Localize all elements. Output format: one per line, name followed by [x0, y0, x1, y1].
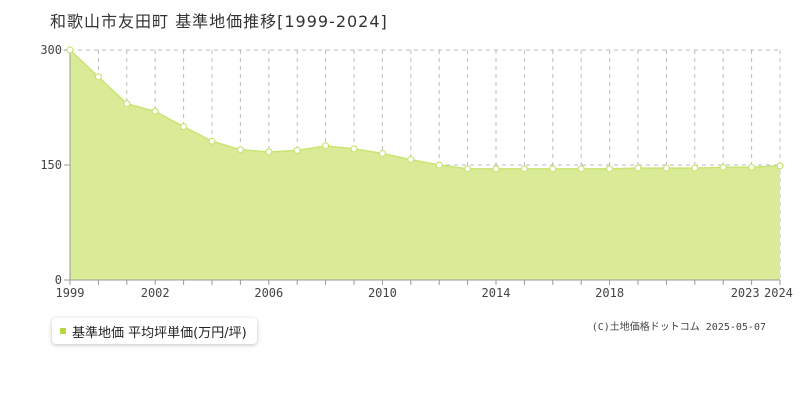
axes [64, 49, 781, 285]
data-point [634, 164, 642, 172]
chart-title: 和歌山市友田町 基準地価推移[1999-2024] [50, 12, 388, 31]
data-point [435, 161, 443, 169]
data-point [776, 162, 784, 170]
data-point [322, 142, 330, 150]
data-point [66, 46, 74, 54]
tick-labels: 0 150 300 1999 2002 2006 2010 2014 2018 2023 2024 [40, 43, 793, 300]
x-tick-label: 2006 [254, 286, 283, 300]
series-area [69, 49, 781, 280]
data-point [691, 164, 699, 172]
data-point [236, 146, 244, 154]
y-tick-label: 150 [40, 158, 62, 172]
legend-label: 基準地価 平均坪単価(万円/坪) [72, 325, 247, 341]
x-tick-label: 2010 [368, 286, 397, 300]
data-point [662, 164, 671, 172]
data-point [492, 165, 500, 173]
x-tick-label: 1999 [56, 286, 85, 300]
data-point [407, 156, 415, 164]
x-tick-label: 2014 [482, 286, 511, 300]
legend: 基準地価 平均坪単価(万円/坪) [52, 318, 257, 344]
x-tick-label: 2002 [141, 286, 170, 300]
data-point [350, 145, 358, 153]
x-tick-label: 2018 [595, 286, 624, 300]
data-point [464, 165, 472, 173]
y-tick-label: 0 [55, 273, 62, 287]
data-point [151, 107, 159, 115]
data-markers [66, 46, 784, 173]
data-point [208, 137, 216, 145]
data-point [605, 165, 614, 173]
data-point [123, 100, 131, 108]
data-point [520, 165, 529, 173]
legend-marker-icon [60, 328, 66, 334]
data-point [180, 123, 188, 131]
data-point [577, 165, 585, 173]
data-point [94, 73, 103, 81]
data-point [265, 148, 273, 156]
data-point [719, 163, 727, 171]
data-point [747, 163, 756, 171]
data-point [293, 146, 301, 155]
x-tick-label: 2024 [764, 286, 793, 300]
series-line [69, 49, 781, 170]
copyright: (C)土地価格ドットコム 2025-05-07 [591, 322, 766, 333]
data-point [378, 149, 386, 158]
y-tick-label: 300 [40, 43, 62, 57]
x-tick-label: 2023 [731, 286, 760, 300]
series-fill [70, 50, 780, 280]
data-point [549, 165, 557, 173]
